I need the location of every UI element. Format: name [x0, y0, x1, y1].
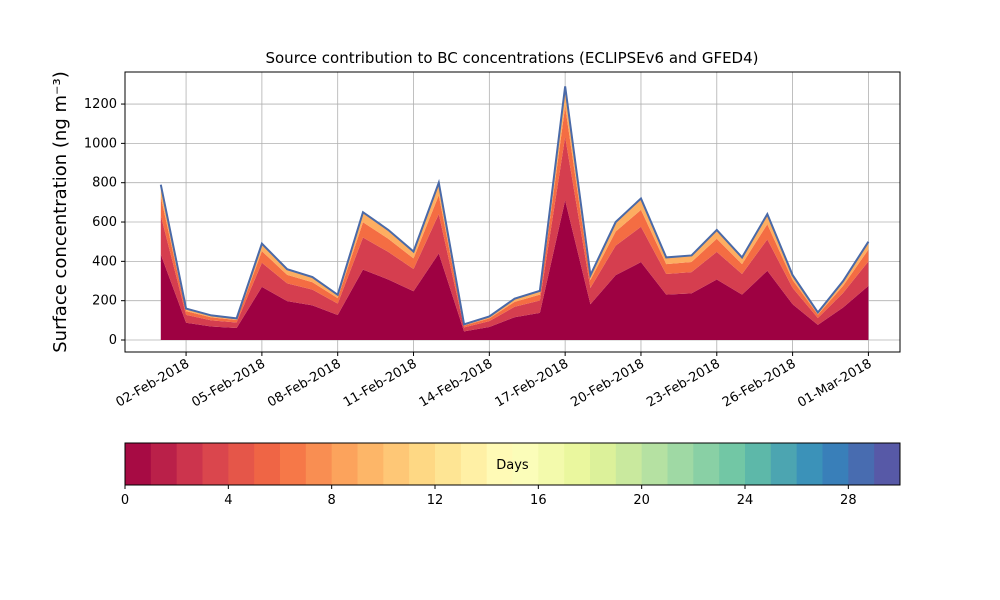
colorbar-tick-label: 8 [328, 493, 336, 508]
x-tick-label: 17-Feb-2018 [493, 356, 572, 410]
colorbar-cell [409, 443, 436, 485]
y-tick-label: 1000 [84, 136, 117, 151]
colorbar-tick-label: 0 [121, 493, 129, 508]
colorbar-cell [848, 443, 875, 485]
colorbar-cell [874, 443, 901, 485]
colorbar-cell [460, 443, 488, 485]
area-band [160, 200, 869, 341]
plot-frame [124, 71, 901, 353]
colorbar-frame [124, 442, 901, 486]
colorbar-tick-label: 28 [840, 493, 857, 508]
chart-title: Source contribution to BC concentrations… [265, 49, 758, 67]
colorbar-cell [125, 443, 152, 485]
colorbar-tick-label: 16 [530, 493, 547, 508]
colorbar-cell [822, 443, 849, 485]
x-tick-label: 05-Feb-2018 [189, 356, 268, 410]
colorbar-cell [590, 443, 617, 485]
colorbar-cell [435, 443, 462, 485]
colorbar-cell [745, 443, 772, 485]
area-band [160, 136, 869, 332]
y-tick-label: 400 [92, 254, 117, 269]
colorbar-cell [202, 443, 229, 485]
y-tick-label: 600 [92, 215, 117, 230]
area-band [160, 106, 869, 328]
colorbar-cell [615, 443, 643, 485]
colorbar-cell [538, 443, 565, 485]
total-outline [159, 86, 870, 326]
x-tick-label: 11-Feb-2018 [341, 356, 420, 410]
x-tick-label: 02-Feb-2018 [114, 356, 193, 410]
x-tick-label: 08-Feb-2018 [265, 356, 344, 410]
colorbar-tick-label: 4 [224, 493, 232, 508]
colorbar-tick-label: 20 [633, 493, 650, 508]
colorbar-cell [254, 443, 281, 485]
x-tick-label: 23-Feb-2018 [644, 356, 723, 410]
y-tick-label: 200 [92, 294, 117, 309]
x-tick-label: 14-Feb-2018 [417, 356, 496, 410]
colorbar-cell [693, 443, 720, 485]
colorbar-cell [357, 443, 384, 485]
x-tick-label: 20-Feb-2018 [568, 356, 647, 410]
colorbar-cell [641, 443, 668, 485]
colorbar-cell [228, 443, 255, 485]
colorbar-tick-label: 12 [427, 493, 444, 508]
colorbar-cell [383, 443, 410, 485]
x-tick-label: 01-Mar-2018 [795, 356, 874, 410]
colorbar-cell [305, 443, 333, 485]
y-tick-label: 800 [92, 176, 117, 191]
y-axis-label: Surface concentration (ng m⁻³) [50, 71, 71, 353]
colorbar-cell [280, 443, 307, 485]
colorbar-label: Days [496, 458, 529, 473]
colorbar-cell [150, 443, 178, 485]
y-tick-label: 1200 [84, 97, 117, 112]
colorbar-cell [564, 443, 591, 485]
colorbar-cell [667, 443, 694, 485]
colorbar-tick-label: 24 [737, 493, 754, 508]
colorbar-cell [512, 443, 539, 485]
colorbar-cell [176, 443, 203, 485]
colorbar-cell [796, 443, 823, 485]
colorbar-cell [719, 443, 746, 485]
colorbar-cell [770, 443, 798, 485]
x-tick-label: 26-Feb-2018 [720, 356, 799, 410]
colorbar-cell [486, 443, 513, 485]
colorbar-cell [331, 443, 358, 485]
y-tick-label: 0 [109, 333, 117, 348]
